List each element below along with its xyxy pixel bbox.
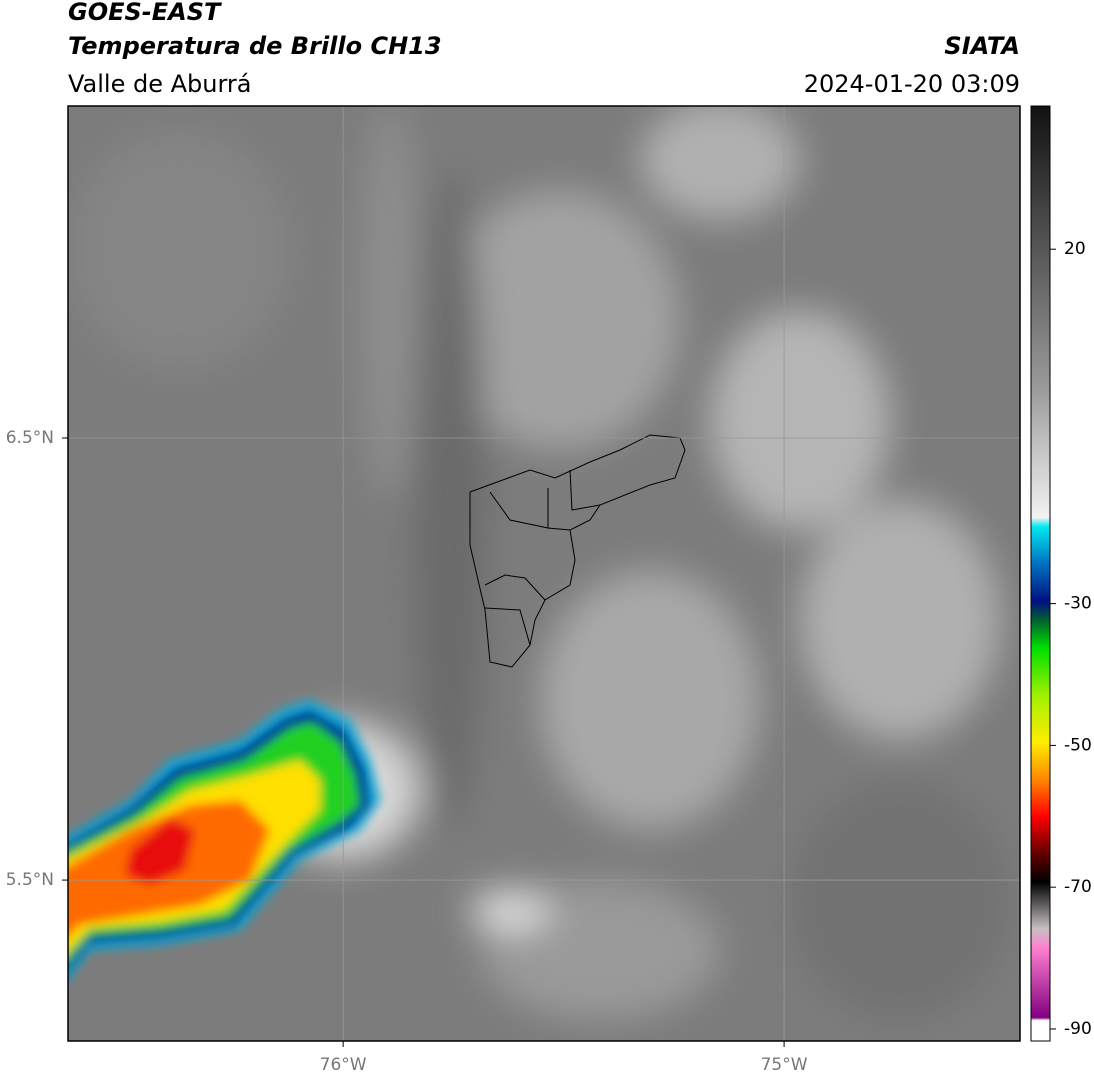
colorbar-tick-label: -90 [1064,1019,1092,1039]
map-frame [67,105,1021,1042]
source: SIATA [944,32,1020,60]
region: Valle de Aburrá [68,70,252,98]
datetime: 2024-01-20 03:09 [804,70,1020,98]
satellite-image [68,106,1020,1041]
colorbar-tick-label: -50 [1064,735,1092,755]
lat-label: 5.5°N [6,870,54,890]
graticule [68,106,1020,1041]
municipal-boundaries [469,434,686,668]
subtitle: Temperatura de Brillo CH13 [68,32,442,60]
colorbar-tick-label: 20 [1064,239,1086,259]
colorbar-tick-label: -70 [1064,877,1092,897]
colorbar [1030,105,1051,1042]
lon-label: 76°W [320,1055,367,1075]
lon-label: 75°W [761,1055,808,1075]
lat-label: 6.5°N [6,428,54,448]
colorbar-tick-label: -30 [1064,594,1092,614]
title: GOES-EAST [68,0,222,26]
